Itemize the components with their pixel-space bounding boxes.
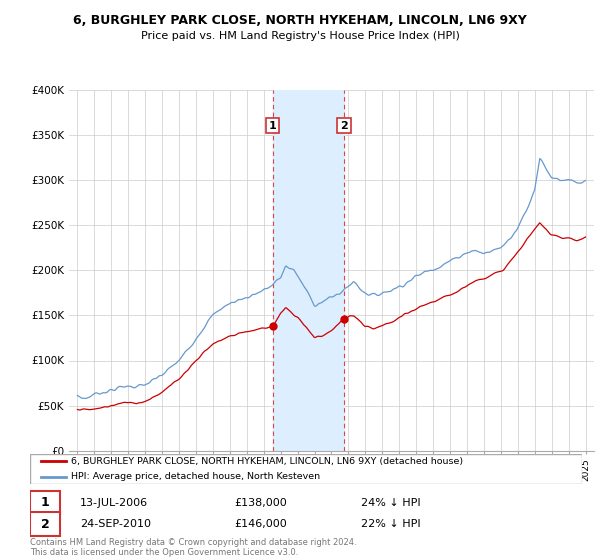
Text: 1: 1: [269, 121, 277, 130]
Text: 22% ↓ HPI: 22% ↓ HPI: [361, 519, 421, 529]
Text: 2: 2: [41, 517, 49, 531]
Text: £146,000: £146,000: [234, 519, 287, 529]
Bar: [30, 512, 61, 536]
Bar: [273, 90, 344, 451]
Text: 24-SEP-2010: 24-SEP-2010: [80, 519, 151, 529]
Text: £138,000: £138,000: [234, 498, 287, 508]
Text: Price paid vs. HM Land Registry's House Price Index (HPI): Price paid vs. HM Land Registry's House …: [140, 31, 460, 41]
Text: HPI: Average price, detached house, North Kesteven: HPI: Average price, detached house, Nort…: [71, 472, 320, 481]
Text: 6, BURGHLEY PARK CLOSE, NORTH HYKEHAM, LINCOLN, LN6 9XY: 6, BURGHLEY PARK CLOSE, NORTH HYKEHAM, L…: [73, 14, 527, 27]
Text: 1: 1: [41, 496, 49, 510]
Text: 2: 2: [340, 121, 348, 130]
Text: Contains HM Land Registry data © Crown copyright and database right 2024.
This d: Contains HM Land Registry data © Crown c…: [30, 538, 356, 557]
Bar: [30, 491, 61, 515]
Text: 24% ↓ HPI: 24% ↓ HPI: [361, 498, 421, 508]
Text: 6, BURGHLEY PARK CLOSE, NORTH HYKEHAM, LINCOLN, LN6 9XY (detached house): 6, BURGHLEY PARK CLOSE, NORTH HYKEHAM, L…: [71, 457, 464, 466]
Text: 13-JUL-2006: 13-JUL-2006: [80, 498, 148, 508]
